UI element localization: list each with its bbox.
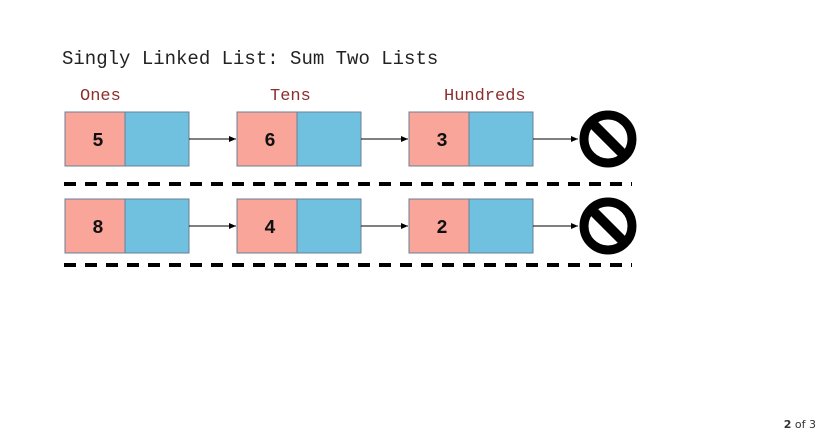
list-2-node-3-value: 2 <box>436 217 447 239</box>
place-label-ones: Ones <box>80 87 121 106</box>
list-2-node-2-value: 4 <box>264 217 275 239</box>
list-2-node-1-next-cell <box>124 198 190 254</box>
list-2-node-3-next-cell <box>468 198 534 254</box>
null-terminator-icon <box>579 197 637 255</box>
null-terminator-icon <box>579 110 637 168</box>
list-1-node-3-next-cell <box>468 111 534 167</box>
list-1-node-1-data-cell <box>64 111 126 167</box>
list-1-node-3-data-cell <box>408 111 470 167</box>
page-total: 3 <box>809 418 816 431</box>
list-1-node-3: 3 <box>408 111 534 167</box>
list-1-node-2: 6 <box>236 111 362 167</box>
list-1-node-1-value: 5 <box>92 130 103 152</box>
page-indicator: 2 of 3 <box>784 418 816 431</box>
list-1-node-3-value: 3 <box>436 130 447 152</box>
list-1-node-2-next-cell <box>296 111 362 167</box>
list-2-node-2-data-cell <box>236 198 298 254</box>
list-2-node-1: 8 <box>64 198 190 254</box>
list-1-node-2-data-cell <box>236 111 298 167</box>
place-label-tens: Tens <box>270 87 311 106</box>
list-1-node-1-next-cell <box>124 111 190 167</box>
list-2-node-3-data-cell <box>408 198 470 254</box>
list-row-1: 5 6 3 <box>64 110 637 168</box>
list-2-node-2-next-cell <box>296 198 362 254</box>
diagram-title: Singly Linked List: Sum Two Lists <box>62 48 438 70</box>
list-1-node-2-value: 6 <box>264 130 275 152</box>
list-row-2: 8 4 2 <box>64 197 637 255</box>
place-label-hundreds: Hundreds <box>444 87 526 106</box>
list-2-node-2: 4 <box>236 198 362 254</box>
list-2-node-3: 2 <box>408 198 534 254</box>
page-current: 2 <box>783 418 792 431</box>
page-separator: of <box>794 418 806 431</box>
list-1-node-1: 5 <box>64 111 190 167</box>
list-2-node-1-value: 8 <box>92 217 103 239</box>
